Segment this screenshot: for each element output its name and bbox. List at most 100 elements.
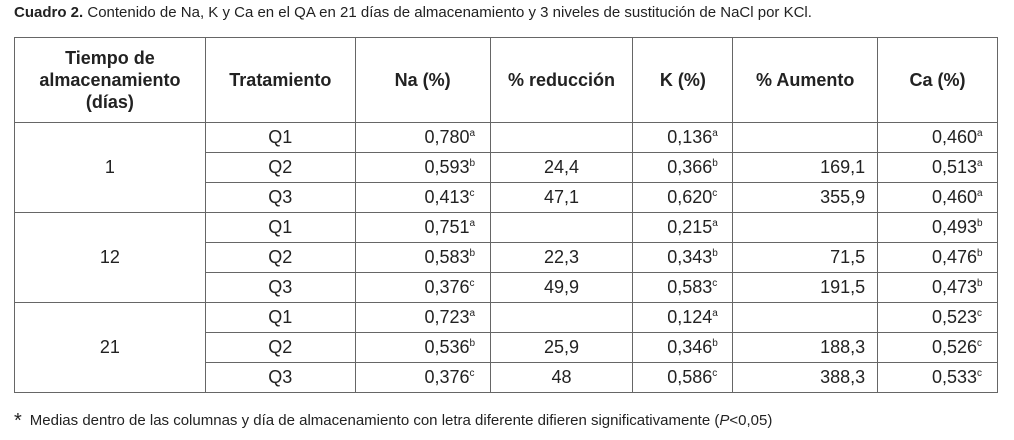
table-row: Q3 0,376c 49,9 0,583c 191,5 0,473b [15, 272, 998, 303]
header-cell: K (%) [632, 37, 734, 123]
header-text: % Aumento [756, 70, 855, 90]
k-value: 0,346 [667, 337, 713, 357]
cell: Q3 [204, 362, 356, 393]
ca-letter: b [977, 218, 983, 229]
treatment-value: Q1 [268, 217, 293, 237]
na-letter: a [469, 218, 476, 229]
k-letter: c [712, 368, 718, 379]
na-letter: a [469, 128, 476, 139]
table-row: Q2 0,593b 24,4 0,366b 169,1 0,513a [15, 152, 998, 183]
increase-value: 169,1 [820, 157, 866, 177]
table-row: Q2 0,536b 25,9 0,346b 188,3 0,526c [15, 332, 998, 363]
reduction-value: 49,9 [543, 277, 579, 297]
k-value: 0,215 [667, 217, 713, 237]
reduction-value: 47,1 [543, 187, 579, 207]
treatment-value: Q2 [268, 337, 293, 357]
ca-value: 0,513 [931, 157, 977, 177]
increase-value: 191,5 [820, 277, 866, 297]
na-letter: a [469, 308, 476, 319]
cell: 0,526c [877, 332, 998, 363]
na-value: 0,536 [424, 337, 470, 357]
cell: 0,460a [877, 182, 998, 213]
footnote-rest: <0,05) [729, 412, 773, 429]
cell: 0,533c [877, 362, 998, 393]
header-text: Tratamiento [229, 70, 332, 90]
cell: 25,9 [489, 332, 634, 363]
day-cell: 1 [14, 122, 206, 213]
table-row: Q3 0,376c 48 0,586c 388,3 0,533c [15, 362, 998, 393]
cell: 0,376c [354, 272, 491, 303]
cell: 0,583b [354, 242, 491, 273]
reduction-value: 48 [551, 367, 572, 387]
header-cell: % Aumento [732, 37, 879, 123]
ca-letter: a [977, 158, 983, 169]
ca-value: 0,473 [931, 277, 977, 297]
footnote-text: Medias dentro de las columnas y día de a… [29, 412, 720, 429]
na-letter: b [469, 338, 476, 349]
header-row: Tiempo de almacenamiento (días) Tratamiento… [14, 37, 998, 123]
ca-letter: a [977, 128, 983, 139]
na-value: 0,593 [424, 157, 470, 177]
cell: 0,586c [632, 362, 734, 393]
k-value: 0,124 [667, 307, 713, 327]
day: 21 [99, 337, 120, 357]
cell: 0,460a [877, 122, 998, 153]
treatment-value: Q3 [268, 187, 293, 207]
cell: 0,476b [877, 242, 998, 273]
header-cell: Tratamiento [204, 37, 356, 123]
cell: Q1 [204, 302, 356, 333]
cell: 24,4 [489, 152, 634, 183]
table-row: Q2 0,583b 22,3 0,343b 71,5 0,476b [15, 242, 998, 273]
cell: 71,5 [732, 242, 879, 273]
reduction-value: 25,9 [543, 337, 579, 357]
cell [489, 122, 634, 153]
day: 12 [99, 247, 120, 267]
cell: 0,124a [632, 302, 734, 333]
caption-text: Contenido de Na, K y Ca en el QA en 21 d… [87, 4, 812, 21]
na-value: 0,751 [424, 217, 470, 237]
header-text: Na (%) [394, 70, 451, 90]
cell: 0,523c [877, 302, 998, 333]
header-cell: Na (%) [354, 37, 491, 123]
k-value: 0,136 [667, 127, 713, 147]
cell [732, 302, 879, 333]
cell: 0,376c [354, 362, 491, 393]
cell [732, 212, 879, 243]
cell: 0,593b [354, 152, 491, 183]
cell: 49,9 [489, 272, 634, 303]
table-row: 1 Q1 0,780a 0,136a 0,460a [14, 122, 998, 213]
header-text: Ca (%) [909, 70, 966, 90]
header-cell: % reducción [489, 37, 634, 123]
treatment-value: Q2 [268, 247, 293, 267]
cell: 47,1 [489, 182, 634, 213]
k-value: 0,620 [667, 187, 713, 207]
cell: 0,751a [354, 212, 491, 243]
data-table: Tiempo de almacenamiento (días) Tratamiento… [14, 37, 998, 393]
cell: 191,5 [732, 272, 879, 303]
cell: 169,1 [732, 152, 879, 183]
cell: Q2 [204, 332, 356, 363]
cell: 0,473b [877, 272, 998, 303]
treatment-value: Q1 [268, 127, 293, 147]
cell: Q3 [204, 182, 356, 213]
ca-letter: c [977, 308, 982, 319]
cell [732, 122, 879, 153]
increase-value: 388,3 [820, 367, 866, 387]
ca-value: 0,526 [931, 337, 977, 357]
cell: Q2 [204, 152, 356, 183]
treatment-value: Q3 [268, 277, 293, 297]
cell: 48 [489, 362, 634, 393]
cell: 388,3 [732, 362, 879, 393]
cell: Q3 [204, 272, 356, 303]
k-value: 0,583 [667, 277, 713, 297]
day: 1 [104, 157, 115, 177]
table-row: 21 Q1 0,723a 0,124a 0,523c [14, 302, 998, 393]
cell: 0,346b [632, 332, 734, 363]
cell: 0,780a [354, 122, 491, 153]
cell: 0,513a [877, 152, 998, 183]
cell: Q1 [204, 212, 356, 243]
header-cell: Ca (%) [877, 37, 998, 123]
cell: 0,723a [354, 302, 491, 333]
footnote-italic: P [719, 412, 730, 429]
ca-letter: a [977, 188, 983, 199]
